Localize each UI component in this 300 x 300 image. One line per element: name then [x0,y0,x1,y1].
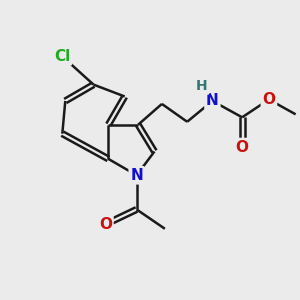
Text: H: H [196,79,208,93]
Text: O: O [262,92,275,107]
Text: O: O [99,217,112,232]
Text: N: N [130,168,143,183]
Text: Cl: Cl [54,49,70,64]
Text: O: O [236,140,249,154]
Text: N: N [206,94,219,109]
